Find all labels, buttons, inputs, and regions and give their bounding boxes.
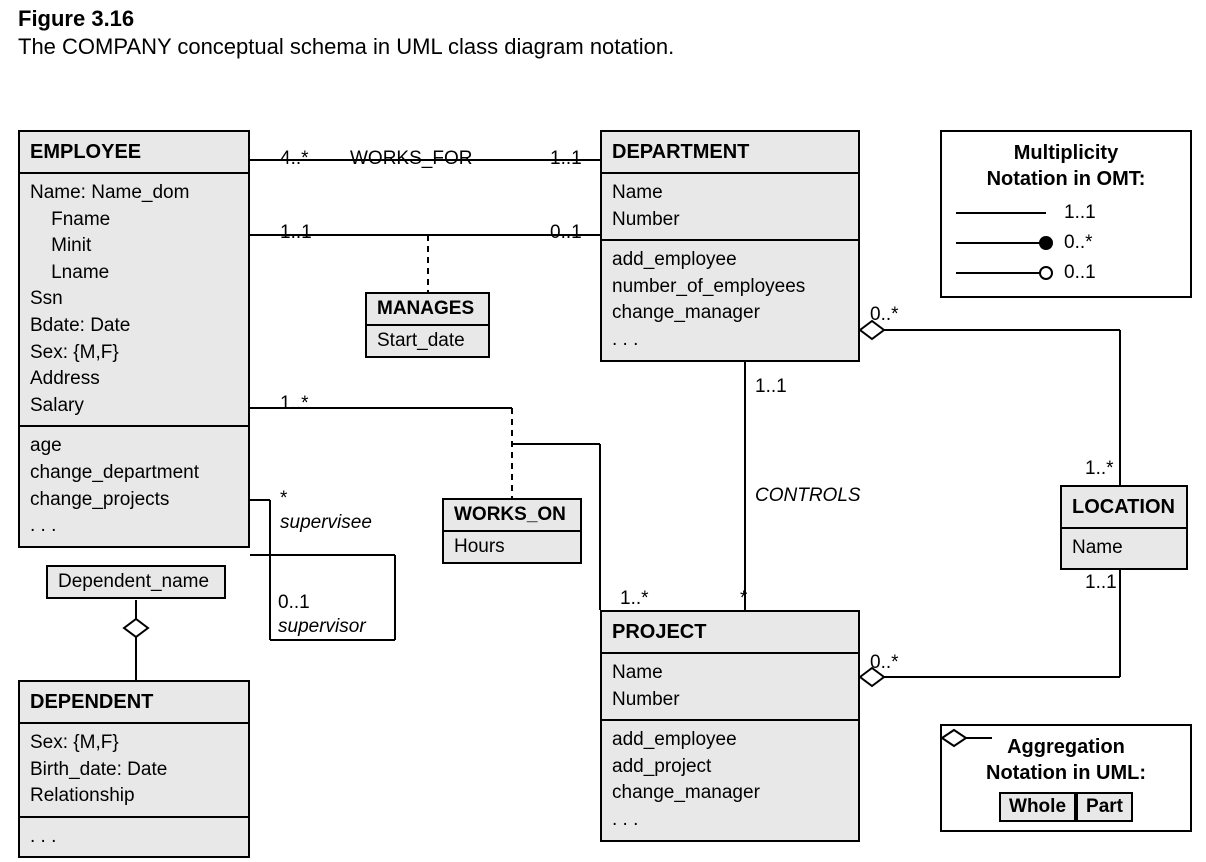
legend-agg-whole: Whole bbox=[999, 792, 1076, 822]
assoc-manages-name: MANAGES bbox=[367, 294, 488, 326]
label-m_11_wf: 1..1 bbox=[550, 148, 582, 170]
class-attr: Name bbox=[612, 180, 848, 207]
legend-omt: MultiplicityNotation in OMT: 1..1 0..* 0..… bbox=[940, 130, 1192, 298]
figure-subtitle: The COMPANY conceptual schema in UML cla… bbox=[18, 34, 674, 60]
class-employee-attrs: Name: Name_dom Fname Minit LnameSsnBdate… bbox=[20, 174, 248, 427]
class-op: age bbox=[30, 433, 238, 460]
class-project-name: PROJECT bbox=[602, 612, 858, 654]
class-attr: Number bbox=[612, 687, 848, 714]
label-supervisee: supervisee bbox=[280, 512, 372, 534]
diamond-icon bbox=[942, 726, 992, 750]
assoc-class-works-on: WORKS_ON Hours bbox=[442, 498, 582, 564]
legend-line-icon bbox=[956, 272, 1046, 274]
label-m_01_mg_r: 0..1 bbox=[550, 222, 582, 244]
legend-line-icon bbox=[956, 242, 1046, 244]
label-m_0s_p: 0..* bbox=[870, 652, 899, 674]
class-attr: Ssn bbox=[30, 286, 238, 313]
legend-omt-row: 1..1 bbox=[956, 198, 1176, 228]
class-op: . . . bbox=[30, 824, 238, 851]
class-op: change_manager bbox=[612, 300, 848, 327]
class-attr: Number bbox=[612, 207, 848, 234]
legend-omt-row: 0..* bbox=[956, 228, 1176, 258]
label-m_1s_l: 1..* bbox=[1085, 458, 1114, 480]
legend-text: 0..* bbox=[1064, 232, 1093, 254]
label-m_4star: 4..* bbox=[280, 148, 309, 170]
label-m_1star_p: 1..* bbox=[620, 588, 649, 610]
label-m_star_p: * bbox=[740, 588, 747, 610]
class-op: . . . bbox=[30, 513, 238, 540]
class-op: . . . bbox=[612, 807, 848, 834]
class-department-ops: add_employeenumber_of_employeeschange_ma… bbox=[602, 241, 858, 359]
legend-text: 0..1 bbox=[1064, 262, 1096, 284]
class-attr: Lname bbox=[30, 260, 238, 287]
class-attr: Name: Name_dom bbox=[30, 180, 238, 207]
class-attr: Minit bbox=[30, 233, 238, 260]
class-dependent-name: DEPENDENT bbox=[20, 682, 248, 724]
class-project-ops: add_employeeadd_projectchange_manager. .… bbox=[602, 721, 858, 839]
figure-title: Figure 3.16 bbox=[18, 6, 134, 32]
legend-omt-title: MultiplicityNotation in OMT: bbox=[956, 140, 1176, 192]
label-m_11_l: 1..1 bbox=[1085, 572, 1117, 594]
label-m_0s_d: 0..* bbox=[870, 304, 899, 326]
class-attr: Fname bbox=[30, 207, 238, 234]
class-attr: Address bbox=[30, 366, 238, 393]
class-op: change_projects bbox=[30, 487, 238, 514]
label-m_11_mg_l: 1..1 bbox=[280, 222, 312, 244]
label-m_1star_wo: 1..* bbox=[280, 393, 309, 415]
label-m_01_sv: 0..1 bbox=[278, 592, 310, 614]
legend-text: 1..1 bbox=[1064, 202, 1096, 224]
class-location: LOCATION Name bbox=[1060, 485, 1188, 570]
class-employee-ops: agechange_departmentchange_projects. . . bbox=[20, 427, 248, 545]
class-location-name: LOCATION bbox=[1062, 487, 1186, 529]
class-op: change_manager bbox=[612, 780, 848, 807]
class-attr: Name bbox=[612, 660, 848, 687]
class-op: . . . bbox=[612, 327, 848, 354]
class-attr: Sex: {M,F} bbox=[30, 340, 238, 367]
label-works_for: WORKS_FOR bbox=[350, 148, 472, 170]
label-m_star_sv: * bbox=[280, 488, 287, 510]
class-attr: Sex: {M,F} bbox=[30, 730, 238, 757]
class-attr: Salary bbox=[30, 393, 238, 420]
label-supervisor: supervisor bbox=[278, 616, 366, 638]
class-project: PROJECT NameNumber add_employeeadd_proje… bbox=[600, 610, 860, 842]
class-attr: Bdate: Date bbox=[30, 313, 238, 340]
legend-aggregation: AggregationNotation in UML: Whole Part bbox=[940, 724, 1192, 832]
class-dependent-ops: . . . bbox=[20, 818, 248, 857]
assoc-works-on-attr: Hours bbox=[444, 532, 580, 562]
class-op: add_employee bbox=[612, 247, 848, 274]
class-op: number_of_employees bbox=[612, 274, 848, 301]
class-attr: Relationship bbox=[30, 783, 238, 810]
class-location-attrs: Name bbox=[1062, 529, 1186, 568]
class-project-attrs: NameNumber bbox=[602, 654, 858, 721]
class-dependent-attrs: Sex: {M,F}Birth_date: DateRelationship bbox=[20, 724, 248, 818]
class-department-name: DEPARTMENT bbox=[602, 132, 858, 174]
class-op: change_department bbox=[30, 460, 238, 487]
label-controls: CONTROLS bbox=[755, 485, 861, 507]
class-op: add_project bbox=[612, 754, 848, 781]
class-employee-name: EMPLOYEE bbox=[20, 132, 248, 174]
class-department: DEPARTMENT NameNumber add_employeenumber… bbox=[600, 130, 860, 362]
assoc-manages-attr: Start_date bbox=[367, 326, 488, 356]
class-department-attrs: NameNumber bbox=[602, 174, 858, 241]
legend-line-icon bbox=[956, 212, 1046, 214]
class-attr: Birth_date: Date bbox=[30, 757, 238, 784]
assoc-class-manages: MANAGES Start_date bbox=[365, 292, 490, 358]
class-dependent: DEPENDENT Sex: {M,F}Birth_date: DateRela… bbox=[18, 680, 250, 858]
label-m_11_d: 1..1 bbox=[755, 376, 787, 398]
legend-omt-row: 0..1 bbox=[956, 258, 1176, 288]
class-employee: EMPLOYEE Name: Name_dom Fname Minit Lnam… bbox=[18, 130, 250, 548]
qualifier-dependent-name: Dependent_name bbox=[46, 565, 226, 599]
legend-agg-part: Part bbox=[1076, 792, 1133, 822]
class-attr: Name bbox=[1072, 535, 1176, 562]
assoc-works-on-name: WORKS_ON bbox=[444, 500, 580, 532]
class-op: add_employee bbox=[612, 727, 848, 754]
